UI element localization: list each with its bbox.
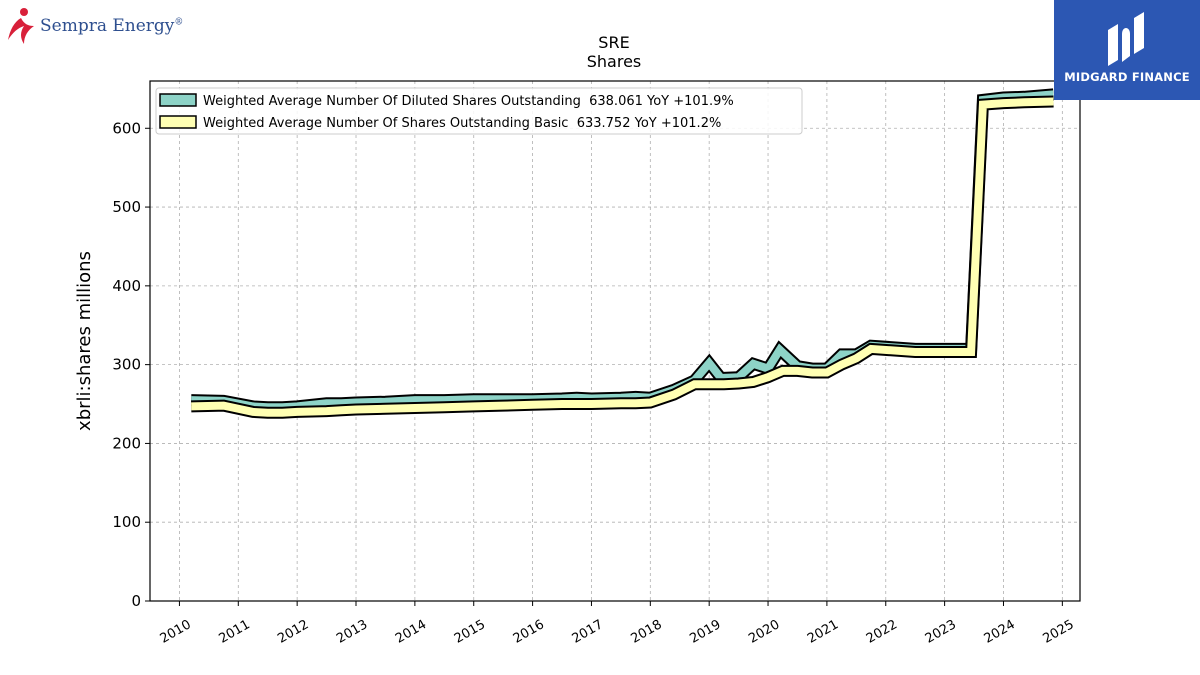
midgard-logo: MIDGARD FINANCE xyxy=(1054,0,1200,100)
x-tick-label: 2024 xyxy=(982,617,1018,647)
series-diluted-outline xyxy=(191,88,1054,414)
x-tick-label: 2013 xyxy=(334,617,370,647)
legend-label-diluted: Weighted Average Number Of Diluted Share… xyxy=(203,94,734,109)
x-tick-label: 2017 xyxy=(570,617,606,647)
x-tick-label: 2015 xyxy=(452,617,488,647)
x-tick-label: 2018 xyxy=(628,617,664,647)
axes: 0 100 200 300 400 500 600 2010 2011 2012 2013 2014 2… xyxy=(112,80,1081,647)
x-tick-label: 2012 xyxy=(275,617,311,647)
x-tick-label: 2020 xyxy=(746,617,782,647)
legend: Weighted Average Number Of Diluted Share… xyxy=(155,87,803,135)
legend-swatch-diluted xyxy=(159,93,197,107)
y-tick-label: 200 xyxy=(112,434,141,452)
series-layer xyxy=(191,88,1054,419)
series-basic-outline xyxy=(191,95,1054,419)
chart-title: SRE xyxy=(598,33,629,52)
y-tick-label: 400 xyxy=(112,277,141,295)
sempra-flame-icon xyxy=(8,8,34,44)
legend-label-basic: Weighted Average Number Of Shares Outsta… xyxy=(203,116,721,131)
x-tick-label: 2021 xyxy=(805,617,841,647)
y-tick-label: 600 xyxy=(112,119,141,137)
x-tick-label: 2023 xyxy=(923,617,959,647)
x-tick-label: 2010 xyxy=(158,617,194,647)
plot-frame xyxy=(149,80,1081,602)
y-tick-label: 300 xyxy=(112,356,141,374)
x-tick-label: 2025 xyxy=(1041,617,1077,647)
x-tick-label: 2019 xyxy=(687,617,723,647)
midgard-mark-icon xyxy=(1108,12,1144,66)
x-tick-label: 2022 xyxy=(864,617,900,647)
y-tick-label: 100 xyxy=(112,513,141,531)
legend-box xyxy=(155,87,803,135)
y-axis-label: xbrli:shares millions xyxy=(74,251,95,431)
grid xyxy=(150,81,1080,602)
chart-subtitle: Shares xyxy=(587,52,642,71)
midgard-logo-text: MIDGARD FINANCE xyxy=(1064,70,1190,84)
sempra-logo: Sempra Energy® xyxy=(4,6,183,46)
x-tick-label: 2011 xyxy=(216,617,252,647)
x-tick-label: 2016 xyxy=(511,617,547,647)
y-tick-label: 0 xyxy=(131,592,141,610)
series-basic-line xyxy=(191,97,1054,417)
legend-swatch-basic xyxy=(159,115,197,129)
sempra-logo-text: Sempra Energy® xyxy=(40,16,184,36)
y-tick-label: 500 xyxy=(112,198,141,216)
x-tick-label: 2014 xyxy=(393,617,429,647)
series-diluted-line xyxy=(191,90,1054,412)
